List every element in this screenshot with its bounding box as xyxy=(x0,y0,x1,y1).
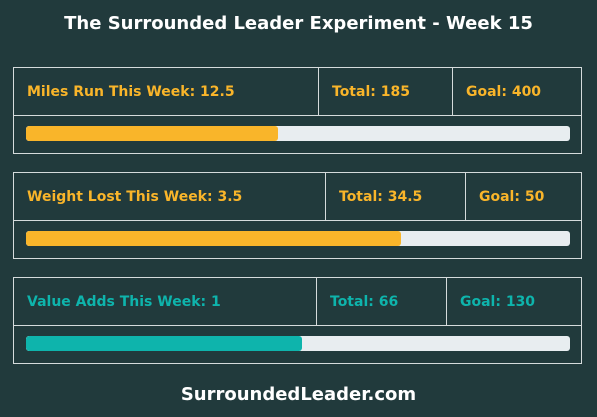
weight-goal-label: Goal: 50 xyxy=(465,173,581,220)
miles-total-label: Total: 185 xyxy=(318,68,452,115)
miles-progress-fill xyxy=(26,126,278,141)
value-adds-total-label: Total: 66 xyxy=(316,278,446,325)
weight-progress-track xyxy=(26,231,570,246)
value-adds-progress-fill xyxy=(26,336,303,351)
value-adds-week-label: Value Adds This Week: 1 xyxy=(27,293,221,310)
value-adds-panel-header: Value Adds This Week: 1 Total: 66 Goal: … xyxy=(14,278,581,326)
miles-week-label: Miles Run This Week: 12.5 xyxy=(27,83,235,100)
weight-panel: Weight Lost This Week: 3.5 Total: 34.5 G… xyxy=(13,172,582,259)
weight-panel-header: Weight Lost This Week: 3.5 Total: 34.5 G… xyxy=(14,173,581,221)
site-footer-link: SurroundedLeader.com xyxy=(180,384,417,405)
miles-progress-area xyxy=(14,116,581,153)
value-adds-panel: Value Adds This Week: 1 Total: 66 Goal: … xyxy=(13,277,582,364)
weight-progress-area xyxy=(14,221,581,258)
miles-panel-header: Miles Run This Week: 12.5 Total: 185 Goa… xyxy=(14,68,581,116)
value-adds-progress-track xyxy=(26,336,570,351)
value-adds-progress-area xyxy=(14,326,581,363)
weight-week-label: Weight Lost This Week: 3.5 xyxy=(27,188,243,205)
value-adds-goal-label: Goal: 130 xyxy=(446,278,581,325)
miles-progress-track xyxy=(26,126,570,141)
miles-panel: Miles Run This Week: 12.5 Total: 185 Goa… xyxy=(13,67,582,154)
miles-goal-label: Goal: 400 xyxy=(452,68,581,115)
weight-progress-fill xyxy=(26,231,402,246)
page-title: The Surrounded Leader Experiment - Week … xyxy=(64,13,533,34)
weight-total-label: Total: 34.5 xyxy=(325,173,465,220)
